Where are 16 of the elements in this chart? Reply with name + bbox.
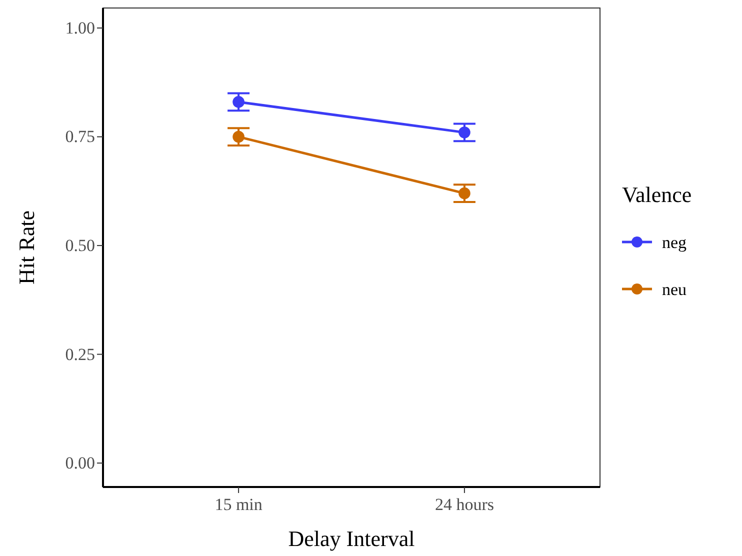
y-tick-label: 1.00 bbox=[65, 18, 95, 38]
legend-title: Valence bbox=[622, 182, 692, 207]
y-tick-label: 0.50 bbox=[65, 236, 95, 255]
point bbox=[232, 130, 244, 143]
x-tick-label: 24 hours bbox=[434, 495, 494, 514]
y-tick-label: 0.75 bbox=[65, 127, 95, 146]
point bbox=[232, 96, 244, 108]
y-tick-label: 0.00 bbox=[65, 454, 95, 473]
y-axis-title: Hit Rate bbox=[14, 210, 39, 284]
x-tick-label: 15 min bbox=[214, 495, 263, 514]
point bbox=[458, 187, 470, 200]
point bbox=[458, 126, 470, 138]
legend-label: neu bbox=[662, 280, 688, 299]
y-tick-label: 0.25 bbox=[65, 344, 95, 364]
legend-label: neg bbox=[662, 233, 688, 252]
x-axis-title: Delay Interval bbox=[288, 526, 415, 551]
